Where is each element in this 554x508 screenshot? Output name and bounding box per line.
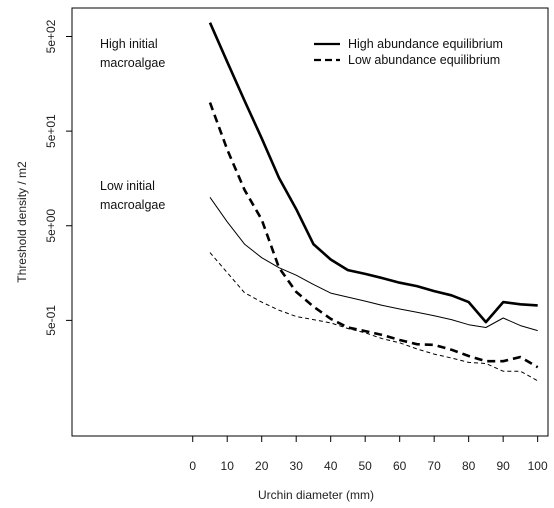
x-tick-label: 20 — [255, 459, 269, 473]
y-axis: 5e-01 5e+00 5e+01 5e+02 — [44, 19, 73, 336]
plot-frame — [71, 7, 549, 437]
x-tick-label: 10 — [221, 459, 235, 473]
y-tick-label: 5e-01 — [44, 305, 58, 336]
legend: High abundance equilibrium Low abundance… — [314, 37, 503, 67]
series-line-low-initial-solid — [209, 197, 538, 332]
annotation-low-initial: Low initial macroalgae — [100, 179, 165, 212]
annotation-line: macroalgae — [100, 198, 165, 212]
x-tick-label: 70 — [427, 459, 441, 473]
annotation-high-initial: High initial macroalgae — [100, 37, 165, 70]
y-tick-label: 5e+02 — [44, 19, 58, 53]
legend-label-low: Low abundance equilibrium — [348, 53, 500, 67]
x-tick-label: 50 — [359, 459, 373, 473]
annotation-line: High initial — [100, 37, 158, 51]
x-tick-label: 0 — [189, 459, 196, 473]
series-line-high-initial-dashed — [208, 102, 539, 369]
x-tick-label: 30 — [290, 459, 304, 473]
y-tick-label: 5e+00 — [44, 209, 58, 243]
series-line-low-initial-dashed — [209, 252, 538, 382]
series-line-high-initial-solid — [208, 22, 538, 324]
annotation-line: Low initial — [100, 179, 155, 193]
y-axis-title: Threshold density / m2 — [15, 161, 29, 283]
x-axis-title: Urchin diameter (mm) — [258, 488, 374, 502]
series-layer — [208, 22, 539, 382]
x-tick-label: 80 — [462, 459, 476, 473]
x-tick-label: 100 — [528, 459, 548, 473]
x-axis: 0 10 20 30 40 50 60 70 80 90 100 — [189, 435, 548, 473]
legend-label-high: High abundance equilibrium — [348, 37, 503, 51]
x-tick-label: 60 — [393, 459, 407, 473]
annotation-line: macroalgae — [100, 56, 165, 70]
x-tick-label: 40 — [324, 459, 338, 473]
x-tick-label: 90 — [496, 459, 510, 473]
y-tick-label: 5e+01 — [44, 114, 58, 148]
